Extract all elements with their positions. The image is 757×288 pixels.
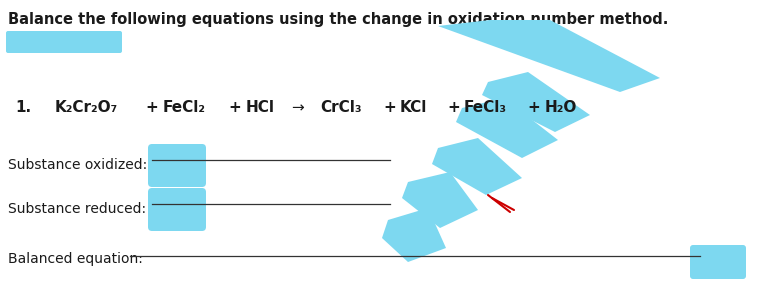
Text: H₂O: H₂O (545, 101, 578, 115)
Polygon shape (456, 98, 558, 158)
FancyBboxPatch shape (148, 188, 206, 231)
Text: CrCl₃: CrCl₃ (320, 101, 362, 115)
Text: →: → (291, 101, 304, 115)
FancyBboxPatch shape (690, 245, 746, 279)
Text: +: + (228, 101, 241, 115)
Polygon shape (432, 138, 522, 195)
Text: FeCl₂: FeCl₂ (163, 101, 206, 115)
Text: KCl: KCl (400, 101, 428, 115)
Text: +: + (447, 101, 459, 115)
Text: HCl: HCl (246, 101, 275, 115)
FancyBboxPatch shape (148, 144, 206, 187)
Text: 1.: 1. (15, 101, 31, 115)
Polygon shape (438, 20, 660, 92)
Text: +: + (383, 101, 396, 115)
Polygon shape (402, 172, 478, 228)
Text: Substance oxidized:: Substance oxidized: (8, 158, 148, 172)
Polygon shape (382, 208, 446, 262)
Text: +: + (527, 101, 540, 115)
Text: FeCl₃: FeCl₃ (464, 101, 507, 115)
FancyBboxPatch shape (6, 31, 122, 53)
Text: +: + (145, 101, 157, 115)
Text: Balanced equation:: Balanced equation: (8, 252, 143, 266)
Text: Balance the following equations using the change in oxidation number method.: Balance the following equations using th… (8, 12, 668, 27)
Polygon shape (482, 72, 590, 132)
Text: Substance reduced:: Substance reduced: (8, 202, 146, 216)
Text: K₂Cr₂O₇: K₂Cr₂O₇ (55, 101, 118, 115)
